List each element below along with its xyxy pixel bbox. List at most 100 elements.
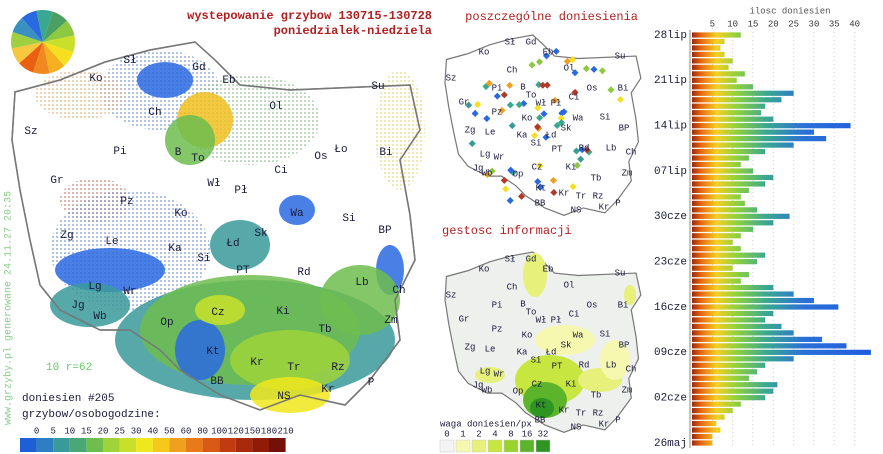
density-area xyxy=(165,115,215,165)
legend-swatch xyxy=(252,438,269,452)
legend-swatch xyxy=(519,439,535,453)
city-label: Ch xyxy=(148,107,161,119)
bar xyxy=(692,239,733,245)
city-label: Zg xyxy=(60,230,73,242)
bar xyxy=(692,200,745,206)
report-dot xyxy=(607,86,615,94)
city-label: To xyxy=(191,153,204,165)
y-tick-label: 28lip xyxy=(654,30,687,42)
city-label: Łd xyxy=(546,347,557,357)
bar xyxy=(692,213,790,219)
bar xyxy=(692,252,766,258)
city-label: Ch xyxy=(507,65,518,75)
city-label: Su xyxy=(371,81,384,93)
wheel-slice xyxy=(19,42,43,73)
city-label: Lg xyxy=(480,149,491,159)
report-dot xyxy=(578,146,586,154)
report-dot xyxy=(500,91,508,99)
city-label: Łd xyxy=(546,130,557,140)
legend-label: 32 xyxy=(538,429,549,439)
city-label: Eb xyxy=(543,264,554,274)
report-dot xyxy=(518,192,526,200)
city-label: Os xyxy=(587,83,598,93)
city-label: Op xyxy=(160,317,173,329)
bar xyxy=(692,161,741,168)
report-dot xyxy=(534,104,542,112)
bar xyxy=(692,136,827,142)
bar xyxy=(692,129,814,135)
bar xyxy=(692,148,766,155)
report-dot xyxy=(515,101,523,109)
bar xyxy=(692,64,729,70)
credit: www.grzyby.pl generowane 24.11.27 20:35 xyxy=(3,191,15,425)
city-label: NS xyxy=(571,205,582,215)
city-label: Gd xyxy=(526,37,537,47)
bar xyxy=(692,401,741,407)
city-label: Kr xyxy=(599,419,610,429)
city-label: Sł xyxy=(505,37,516,47)
city-label: Wr xyxy=(494,369,505,379)
city-label: Pi xyxy=(113,146,127,158)
bar xyxy=(692,38,725,45)
city-label: Bi xyxy=(618,83,629,93)
y-tick-label: 21lip xyxy=(654,75,687,87)
city-label: Ki xyxy=(566,162,577,172)
subtitle: poniedzialek-niedziela xyxy=(274,24,432,38)
bar xyxy=(692,58,733,64)
city-label: Kr xyxy=(559,188,570,198)
legend-label: 1 xyxy=(460,429,465,439)
city-label: Kr xyxy=(559,405,570,415)
city-label: Op xyxy=(513,169,524,179)
city-label: Rz xyxy=(593,191,604,201)
density-area xyxy=(55,248,165,292)
bar xyxy=(692,259,758,265)
city-label: Os xyxy=(314,151,327,163)
report-dot xyxy=(616,95,624,104)
report-dot xyxy=(557,114,565,122)
title: wystepowanie grzybow 130715-130728 xyxy=(187,9,432,23)
x-tick-label: 40 xyxy=(849,19,860,29)
density-area xyxy=(137,62,193,98)
legend-label: 40 xyxy=(147,426,158,436)
x-tick-label: 35 xyxy=(829,19,840,29)
report-dot xyxy=(571,69,579,77)
bar xyxy=(692,388,774,394)
report-dot xyxy=(552,47,560,55)
y-tick-label: 09cze xyxy=(654,347,687,359)
bar xyxy=(692,284,774,291)
legend-label: 150 xyxy=(244,426,260,436)
city-label: Wb xyxy=(482,385,493,395)
city-label: Wa xyxy=(573,330,584,340)
city-label: Wa xyxy=(290,208,304,220)
city-label: Le xyxy=(485,127,496,137)
y-tick-label: 02cze xyxy=(654,393,687,405)
bar xyxy=(692,395,766,401)
bar xyxy=(692,304,839,310)
report-dot xyxy=(569,183,577,191)
city-label: Ło xyxy=(334,144,347,156)
x-tick-label: 20 xyxy=(768,19,779,29)
city-label: Ko xyxy=(479,47,490,57)
y-tick-label: 07lip xyxy=(654,166,687,178)
city-label: NS xyxy=(571,422,582,432)
report-dot xyxy=(536,114,544,122)
report-dot xyxy=(572,147,580,155)
city-label: Ch xyxy=(507,282,518,292)
city-label: Rd xyxy=(579,143,590,153)
city-label: Lg xyxy=(480,366,491,376)
report-dot xyxy=(508,122,516,130)
city-label: Sk xyxy=(561,123,572,133)
legend-label: 8 xyxy=(508,429,513,439)
city-label: Gd xyxy=(192,62,205,74)
bar xyxy=(692,362,766,368)
legend-label: 10 xyxy=(64,426,75,436)
city-label: Sk xyxy=(561,340,572,350)
bar xyxy=(692,103,766,109)
report-dot xyxy=(550,188,558,197)
bar xyxy=(692,174,774,181)
report-dot xyxy=(468,140,476,148)
city-label: Ko xyxy=(522,330,533,340)
city-label: Tr xyxy=(576,191,587,201)
